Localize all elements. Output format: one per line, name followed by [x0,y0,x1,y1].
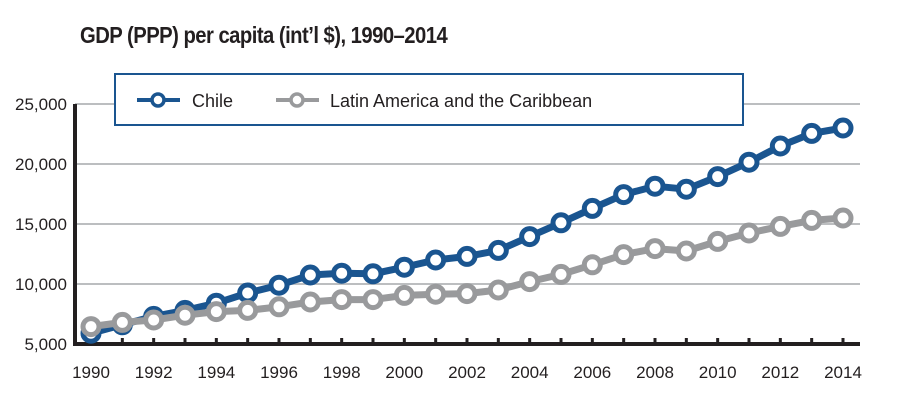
data-point [331,289,353,311]
data-point [738,222,760,244]
x-tick-label: 2004 [511,363,549,382]
data-point [456,245,478,267]
data-point [487,279,509,301]
x-tick-label: 2002 [448,363,486,382]
legend-item-lac[interactable]: Latin America and the Caribbean [276,91,592,111]
data-point [738,151,760,173]
data-point [707,230,729,252]
x-tick-label: 2010 [699,363,737,382]
data-point [268,274,290,296]
legend-item-chile[interactable]: Chile [137,91,233,111]
data-point [362,263,384,285]
data-point [362,289,384,311]
x-tick-label: 2000 [385,363,423,382]
data-point [205,301,227,323]
data-point [268,296,290,318]
data-point [487,239,509,261]
data-point [644,175,666,197]
y-tick-label: 20,000 [15,155,67,174]
data-point [769,135,791,157]
legend-box [114,73,744,126]
data-point [111,311,133,333]
data-point [707,166,729,188]
x-tick-label: 2014 [824,363,862,382]
data-point [801,209,823,231]
data-point [425,249,447,271]
data-point [581,254,603,276]
y-tick-label: 25,000 [15,95,67,114]
data-point [425,283,447,305]
series-lines [80,117,854,344]
data-point [331,262,353,284]
data-point [832,117,854,139]
data-point [581,197,603,219]
series-line [90,214,844,331]
y-tick-label: 5,000 [24,335,67,354]
legend-lac-label: Latin America and the Caribbean [330,91,592,111]
data-point [80,316,102,338]
x-tick-label: 1998 [323,363,361,382]
data-point [237,282,259,304]
data-point [644,238,666,260]
x-tick-label: 1994 [197,363,235,382]
y-tick-label: 10,000 [15,275,67,294]
data-point [675,178,697,200]
data-point [299,291,321,313]
data-point [801,122,823,144]
x-tick-label: 2006 [573,363,611,382]
legend-chile-marker-icon [150,92,166,108]
x-tick-label: 1996 [260,363,298,382]
data-point [299,264,321,286]
y-tick-label: 15,000 [15,215,67,234]
series-chile [80,117,854,344]
y-axis-ticks: 5,000 10,000 15,000 20,000 25,000 [15,95,67,354]
x-tick-label: 1990 [72,363,110,382]
legend-chile-label: Chile [192,91,233,111]
data-point [143,309,165,331]
data-point [550,212,572,234]
data-point [174,304,196,326]
x-tick-label: 2008 [636,363,674,382]
series-lac [80,207,854,338]
data-point [769,215,791,237]
data-point [675,240,697,262]
data-point [832,207,854,229]
data-point [393,284,415,306]
chart-title: GDP (PPP) per capita (int’l $), 1990–201… [80,22,448,48]
legend-lac-marker-icon [289,92,305,108]
data-point [613,244,635,266]
data-point [519,226,541,248]
axes [73,104,860,346]
x-tick-label: 2012 [761,363,799,382]
data-point [237,299,259,321]
data-point [613,184,635,206]
data-point [550,263,572,285]
legend: Chile Latin America and the Caribbean [114,73,744,126]
data-point [456,283,478,305]
data-point [393,256,415,278]
x-tick-label: 1992 [135,363,173,382]
data-point [519,271,541,293]
